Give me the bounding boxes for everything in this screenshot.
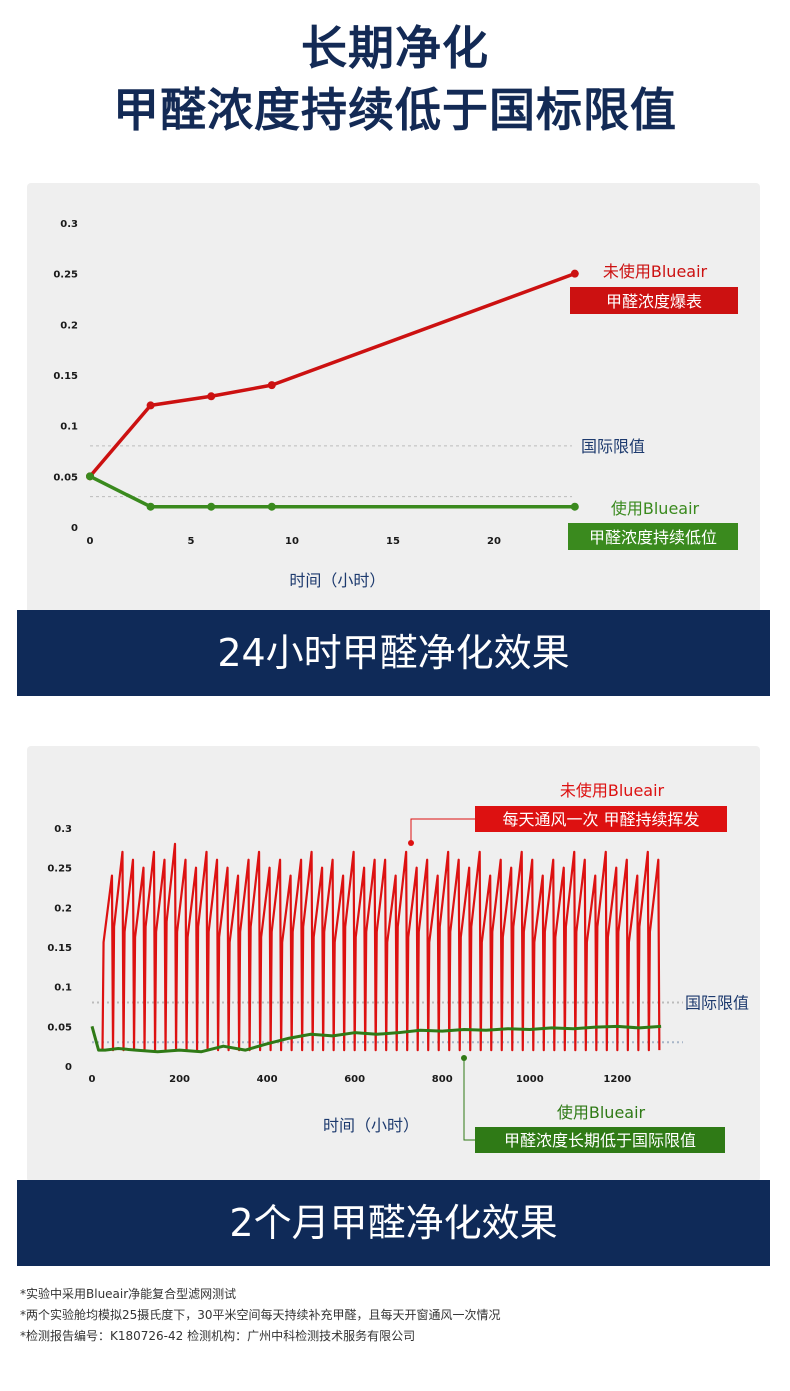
x-tick-label: 1200 [603,1074,631,1085]
data-point [86,472,94,481]
x-tick-label: 400 [257,1074,278,1085]
series-label-without-blueair: 未使用Blueair [603,262,708,281]
x-tick-label: 200 [169,1074,190,1085]
x-tick-label: 15 [386,536,400,547]
y-tick-label: 0.3 [54,824,72,835]
y-tick-label: 0.2 [60,320,78,331]
series-tag-bg [475,1127,725,1153]
y-tick-label: 0.05 [47,1022,72,1033]
y-tick-label: 0.15 [53,371,78,382]
data-point [207,502,216,511]
series-line-with-blueair [90,1024,662,1054]
y-tick-label: 0 [71,523,78,534]
series-tag-without-blueair: 每天通风一次 甲醛持续挥发 [502,810,699,829]
series-tag-with-blueair: 甲醛浓度持续低位 [589,528,717,547]
footnote-1: *实验中采用Blueair净能复合型滤网测试 [20,1287,237,1301]
callout-leader [463,1058,475,1141]
y-tick-label: 0.25 [47,864,72,875]
series-label-with-blueair: 使用Blueair [557,1103,646,1122]
data-point [267,502,276,511]
series-tag-without-blueair: 甲醛浓度爆表 [606,292,702,311]
data-point [146,401,155,410]
callout-dot [408,840,414,846]
chart2-banner: 2个月甲醛净化效果 [17,1180,770,1266]
series-label-with-blueair: 使用Blueair [611,499,700,518]
series-tag-bg [568,523,738,550]
callout-leader [410,818,475,843]
y-tick-label: 0.1 [54,983,72,994]
x-axis-title: 时间（小时） [289,571,385,590]
x-tick-label: 600 [344,1074,365,1085]
series-line-without-blueair [101,842,661,1052]
x-tick-label: 0 [87,536,94,547]
data-point [207,392,216,401]
y-tick-label: 0.2 [54,903,72,914]
y-tick-label: 0.1 [60,422,78,433]
headline-line2: 甲醛浓度持续低于国标限值 [113,83,677,137]
series-tag-bg [475,806,727,832]
footnote-2: *两个实验舱均模拟25摄氏度下，30平米空间每天持续补充甲醛，且每天开窗通风一次… [20,1308,501,1322]
x-axis-title: 时间（小时） [323,1116,419,1135]
y-tick-label: 0 [65,1062,72,1073]
x-tick-label: 5 [188,536,195,547]
series-label-without-blueair: 未使用Blueair [560,781,665,800]
y-tick-label: 0.15 [47,943,72,954]
headline-line1: 长期净化 [301,21,489,75]
data-point [267,381,276,390]
series-tag-bg [570,287,738,314]
x-tick-label: 10 [285,536,299,547]
x-tick-label: 20 [487,536,501,547]
series-tag-with-blueair: 甲醛浓度长期低于国际限值 [504,1131,696,1150]
y-tick-label: 0.05 [53,472,78,483]
data-point [146,502,155,511]
callout-dot [461,1055,467,1061]
footnote-3: *检测报告编号：K180726-42 检测机构：广州中科检测技术服务有限公司 [20,1329,416,1343]
reference-line-label: 国际限值 [581,437,645,456]
data-point [570,502,579,511]
x-tick-label: 800 [432,1074,453,1085]
chart1-banner: 24小时甲醛净化效果 [17,610,770,696]
y-tick-label: 0.3 [60,219,78,230]
data-point [570,269,579,278]
reference-line-label: 国际限值 [685,994,749,1013]
x-tick-label: 1000 [516,1074,544,1085]
y-tick-label: 0.25 [53,270,78,281]
x-tick-label: 0 [89,1074,96,1085]
